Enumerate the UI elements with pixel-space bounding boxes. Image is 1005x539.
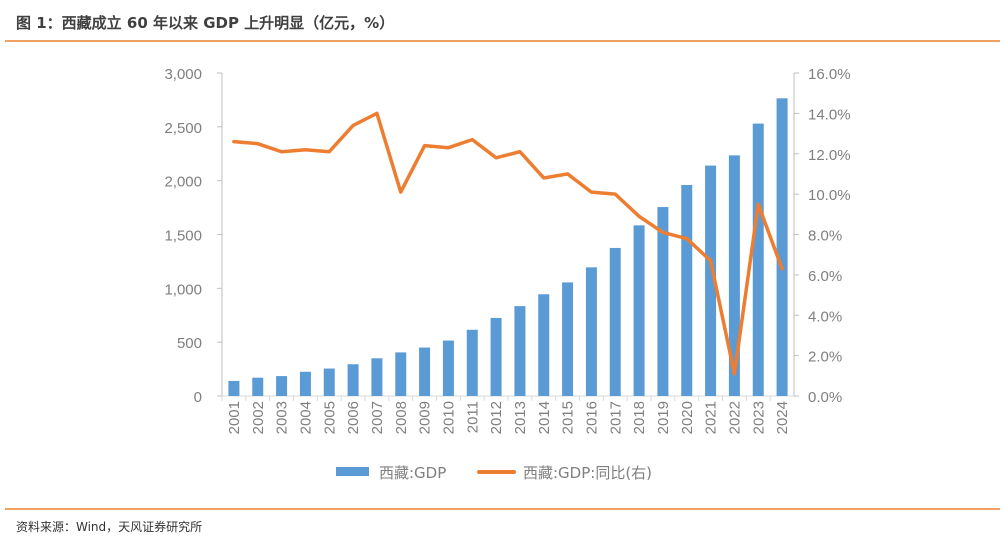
x-tick-label: 2009 [417,401,434,434]
x-tick-label: 2008 [393,401,410,434]
source-note: 资料来源：Wind，天风证券研究所 [16,520,203,534]
figure-title: 图 1：西藏成立 60 年以来 GDP 上升明显（亿元，%） [16,14,395,32]
left-tick-label: 2,500 [164,120,202,137]
legend-bar-label: 西藏:GDP [379,464,446,482]
x-tick-label: 2017 [607,401,624,434]
bar-2023 [752,123,764,396]
bar-2015 [562,282,574,396]
right-tick-label: 6.0% [808,268,842,285]
bar-2005 [323,368,335,396]
right-tick-label: 8.0% [808,228,842,245]
left-tick-label: 3,000 [164,66,202,83]
bar-2024 [776,98,788,396]
x-tick-label: 2014 [536,401,553,434]
bar-2011 [466,329,478,396]
bar-2020 [681,184,693,396]
bar-2014 [538,294,550,396]
right-tick-label: 12.0% [808,147,851,164]
bar-2021 [705,165,717,396]
x-tick-label: 2006 [345,401,362,434]
left-tick-label: 1,500 [164,228,202,245]
bar-2010 [442,340,454,396]
x-tick-label: 2019 [655,401,672,434]
x-tick-label: 2005 [321,401,338,434]
bar-2004 [299,371,311,396]
x-tick-label: 2023 [750,401,767,434]
bar-2007 [371,358,383,396]
bar-2018 [633,225,645,396]
source-divider [5,508,1000,510]
bar-2008 [395,352,407,396]
right-tick-label: 2.0% [808,349,842,366]
x-tick-label: 2004 [297,401,314,434]
right-tick-label: 10.0% [808,187,851,204]
bar-2001 [228,380,240,396]
legend-line-label: 西藏:GDP:同比(右) [523,464,652,482]
x-tick-label: 2015 [560,401,577,434]
right-tick-label: 0.0% [808,389,842,406]
x-tick-label: 2018 [631,401,648,434]
x-tick-label: 2002 [250,401,267,434]
growth-line [232,111,784,376]
bar-2022 [728,155,740,396]
legend-bar-swatch [336,467,369,476]
x-tick-label: 2016 [583,401,600,434]
bar-2006 [347,364,359,396]
x-tick-label: 2011 [464,401,481,433]
left-tick-label: 0 [194,389,202,406]
bar-2016 [585,267,597,396]
left-tick-label: 500 [177,335,202,352]
bar-2009 [419,347,431,396]
bar-2019 [657,207,669,396]
x-tick-label: 2001 [226,401,243,434]
x-tick-label: 2013 [512,401,529,434]
bar-2013 [514,306,526,396]
bar-2002 [252,377,264,396]
bar-2003 [276,376,288,396]
right-tick-label: 14.0% [808,106,851,123]
x-tick-label: 2020 [679,401,696,434]
left-tick-label: 2,000 [164,174,202,191]
x-tick-label: 2003 [274,401,291,434]
bar-2012 [490,317,502,396]
x-tick-label: 2007 [369,401,386,434]
x-tick-label: 2010 [440,401,457,434]
right-tick-label: 4.0% [808,308,842,325]
bar-2017 [609,247,621,396]
x-tick-label: 2022 [726,401,743,434]
x-tick-label: 2021 [703,401,720,434]
right-tick-label: 16.0% [808,66,851,83]
x-tick-label: 2024 [774,401,791,434]
left-tick-label: 1,000 [164,281,202,298]
title-divider [5,40,1000,42]
x-tick-label: 2012 [488,401,505,434]
